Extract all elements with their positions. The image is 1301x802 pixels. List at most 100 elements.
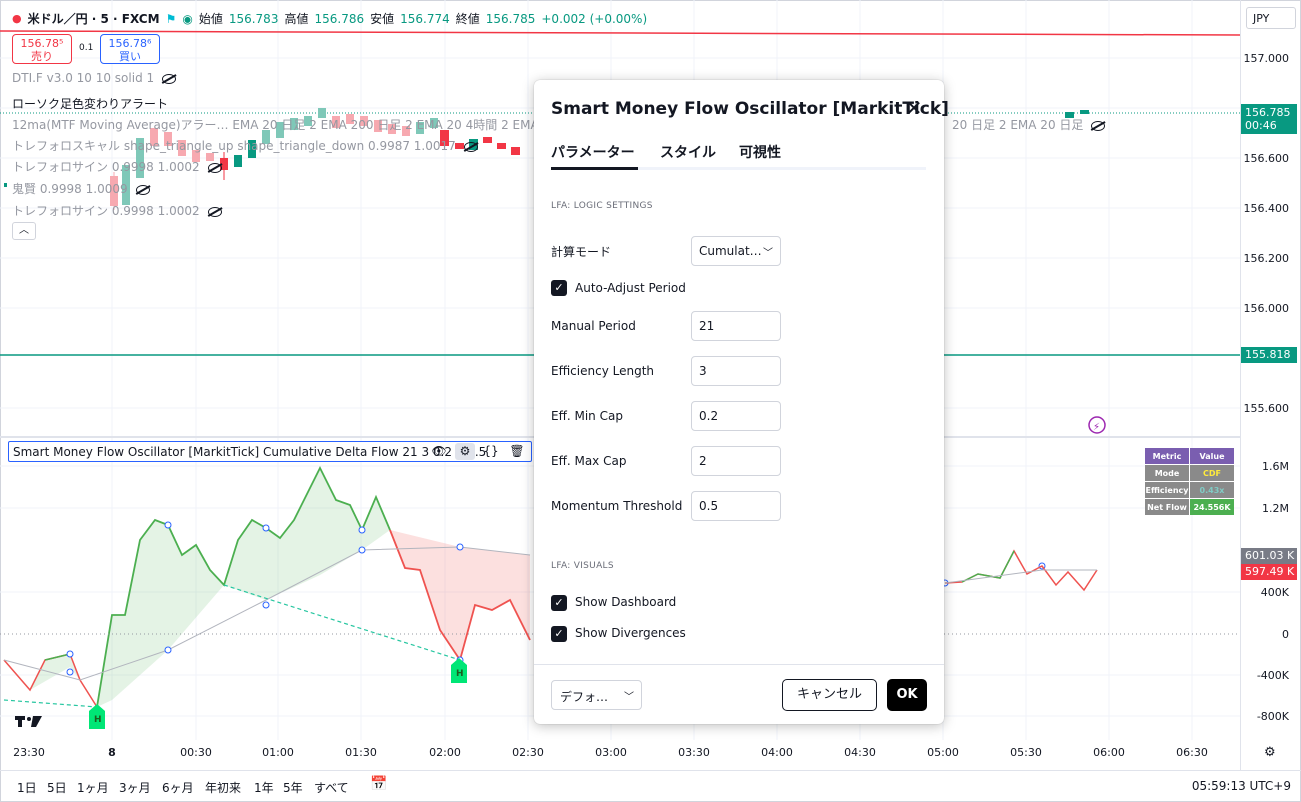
- chevron-down-icon: ﹀: [763, 248, 773, 259]
- defaults-dropdown[interactable]: デフォ… ﹀: [551, 680, 642, 710]
- source-code-icon[interactable]: {}: [483, 444, 499, 458]
- ok-button[interactable]: OK: [887, 679, 927, 711]
- price-label: 156.600: [1243, 152, 1290, 165]
- trash-icon[interactable]: 🗑: [509, 444, 525, 458]
- chart-settings-gear-icon[interactable]: ⚙: [1264, 745, 1276, 760]
- defaults-label: デフォ…: [560, 690, 609, 704]
- time-label: 8: [108, 746, 116, 759]
- range-1y-button[interactable]: 1年: [254, 781, 274, 795]
- price-label: 156.400: [1243, 202, 1290, 215]
- study-title: 鬼賢 0.9998 1.0009: [12, 182, 128, 196]
- study-title: ローソク足色変わりアラート: [12, 97, 169, 111]
- osc-label: -400K: [1256, 669, 1289, 682]
- price-label: 157.000: [1243, 52, 1290, 65]
- chevron-down-icon: ﹀: [624, 692, 634, 703]
- active-tab-underline: [551, 167, 638, 170]
- auto-adjust-checkbox[interactable]: ✓: [551, 280, 567, 296]
- eff-min-label: Eff. Min Cap: [551, 409, 623, 423]
- collapse-legend-button[interactable]: ︿: [12, 222, 36, 240]
- dash-cell: CDF: [1190, 465, 1234, 481]
- indicator-title: Smart Money Flow Oscillator [MarkitTick]…: [13, 445, 487, 459]
- tradingview-logo-icon: [15, 716, 42, 727]
- range-3m-button[interactable]: 3ヶ月: [119, 781, 151, 795]
- spread-value: 0.1: [79, 43, 94, 53]
- manual-period-input[interactable]: 21: [691, 311, 781, 341]
- study-legend-scalp[interactable]: トレフォロスキャル shape_triangle_up shape_triang…: [12, 137, 478, 154]
- bar-countdown: 00:46: [1245, 119, 1277, 132]
- tab-visibility[interactable]: 可視性: [739, 145, 781, 161]
- study-legend-ma-tail: 20 日足 2 EMA 20 日足: [952, 116, 1106, 133]
- range-5y-button[interactable]: 5年: [283, 781, 303, 795]
- study-legend-alert[interactable]: ローソク足色変わりアラート: [12, 95, 168, 112]
- h-marker-label: H: [456, 669, 464, 679]
- tab-parameters[interactable]: パラメーター: [551, 145, 635, 161]
- close-icon[interactable]: ✕: [905, 96, 923, 120]
- time-label: 01:00: [262, 746, 294, 759]
- eff-min-input[interactable]: 0.2: [691, 401, 781, 431]
- chevron-up-icon: ︿: [19, 225, 29, 236]
- change-value: +0.002 (+0.00%): [541, 11, 648, 26]
- time-label: 04:00: [761, 746, 793, 759]
- hidden-eye-icon[interactable]: [463, 141, 478, 152]
- time-label: 05:00: [927, 746, 959, 759]
- hidden-eye-icon[interactable]: [207, 162, 222, 173]
- time-label: 02:30: [512, 746, 544, 759]
- buy-button[interactable]: 156.78⁶ 買い: [100, 34, 160, 64]
- sell-price: 156.78⁵: [20, 37, 64, 50]
- flag-marker-icon[interactable]: ⚑: [165, 11, 177, 26]
- last-price-tag: 156.785 00:46: [1241, 104, 1297, 134]
- study-legend-sign-2[interactable]: トレフォロサイン 0.9998 1.0002: [12, 202, 222, 219]
- time-scale[interactable]: 23:30 8 00:30 01:00 01:30 02:00 02:30 03…: [0, 740, 1240, 766]
- time-label: 06:00: [1093, 746, 1125, 759]
- time-label: 03:30: [678, 746, 710, 759]
- eye-icon[interactable]: 👁: [431, 444, 447, 458]
- hidden-eye-icon[interactable]: [207, 206, 222, 217]
- range-5d-button[interactable]: 5日: [47, 781, 67, 795]
- indicator-legend[interactable]: Smart Money Flow Oscillator [MarkitTick]…: [8, 441, 532, 462]
- last-price: 156.785: [1245, 106, 1291, 119]
- study-legend-ma[interactable]: 12ma(MTF Moving Average)アラー… EMA 20 日足 2…: [12, 116, 674, 133]
- show-dashboard-label: Show Dashboard: [575, 595, 677, 609]
- goto-date-icon[interactable]: 📅: [370, 776, 388, 792]
- show-divergences-checkbox[interactable]: ✓: [551, 626, 567, 642]
- dash-cell: 0.43x: [1190, 482, 1234, 498]
- range-6m-button[interactable]: 6ヶ月: [162, 781, 194, 795]
- symbol-name[interactable]: 米ドル／円 · 5 · FXCM: [27, 12, 160, 26]
- calc-mode-select[interactable]: Cumulat… ﹀: [691, 236, 781, 266]
- range-ytd-button[interactable]: 年初来: [205, 781, 242, 795]
- tab-style[interactable]: スタイル: [660, 145, 716, 161]
- settings-gear-icon[interactable]: ⚙: [455, 443, 475, 460]
- osc-label: 1.6M: [1262, 460, 1289, 473]
- dialog-title: Smart Money Flow Oscillator [MarkitTick]: [551, 99, 949, 119]
- eff-max-input[interactable]: 2: [691, 446, 781, 476]
- currency-button[interactable]: JPY: [1246, 7, 1296, 29]
- show-dashboard-checkbox[interactable]: ✓: [551, 595, 567, 611]
- cancel-button[interactable]: キャンセル: [782, 679, 877, 711]
- hidden-eye-icon[interactable]: [162, 73, 177, 84]
- h-marker-2: [451, 658, 467, 683]
- time-label: 04:30: [844, 746, 876, 759]
- dashboard-header: Metric Value: [1145, 448, 1234, 464]
- hidden-eye-icon[interactable]: [135, 184, 150, 195]
- time-label: 01:30: [345, 746, 377, 759]
- sell-button[interactable]: 156.78⁵ 売り: [12, 34, 72, 64]
- hidden-eye-icon[interactable]: [1091, 120, 1106, 131]
- study-legend-oni[interactable]: 鬼賢 0.9998 1.0009: [12, 180, 150, 197]
- study-legend-dti[interactable]: DTI.F v3.0 10 10 solid 1: [12, 71, 177, 85]
- study-legend-sign[interactable]: トレフォロサイン 0.9998 1.0002: [12, 158, 222, 175]
- eff-length-input[interactable]: 3: [691, 356, 781, 386]
- section-visuals-title: LFA: VISUALS: [551, 561, 614, 571]
- time-label: 06:30: [1176, 746, 1208, 759]
- eff-length-label: Efficiency Length: [551, 364, 655, 378]
- time-label: 02:00: [429, 746, 461, 759]
- price-label: 156.000: [1243, 302, 1290, 315]
- momentum-input[interactable]: 0.5: [691, 491, 781, 521]
- price-scale[interactable]: [1240, 0, 1301, 770]
- dashboard-row: Efficiency 0.43x: [1145, 482, 1234, 498]
- range-1d-button[interactable]: 1日: [17, 781, 37, 795]
- hline-price-tag: 155.818: [1241, 347, 1297, 363]
- range-all-button[interactable]: すべて: [314, 781, 349, 795]
- study-title: トレフォロサイン 0.9998 1.0002: [12, 204, 200, 218]
- range-1m-button[interactable]: 1ヶ月: [77, 781, 109, 795]
- clock-timezone[interactable]: 05:59:13 UTC+9: [1191, 779, 1291, 793]
